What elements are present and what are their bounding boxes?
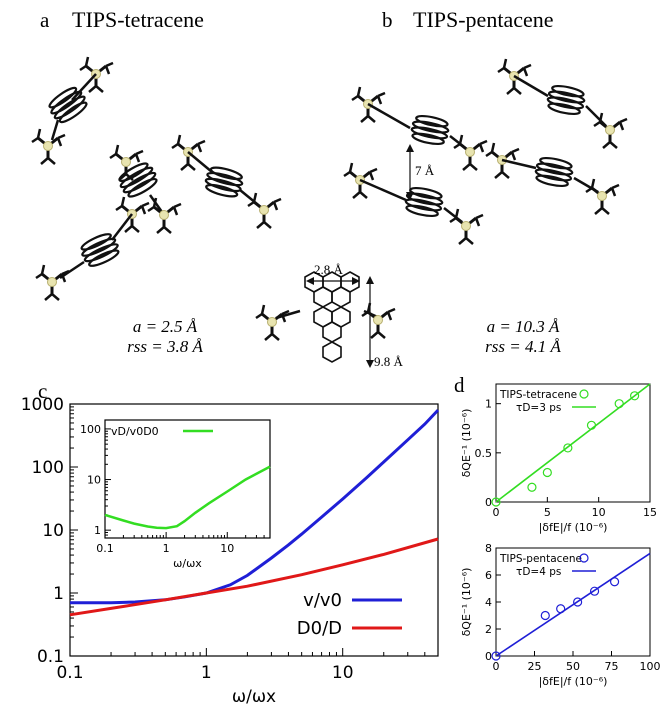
y-tick-label: 6 (485, 569, 492, 582)
panel-d-letter: d (454, 373, 465, 397)
tetracene-lattice-a: a = 2.5 Å (132, 317, 198, 336)
x-tick-label: 75 (605, 660, 619, 673)
chart-c: c 0.1 1 10 100 1000 0.1 1 10 ω/ωx v/v0 D0/D 1 10 100 0.… (21, 379, 440, 704)
data-point (491, 651, 501, 661)
legend-label-0: v/v0 (303, 590, 342, 611)
x-axis-label: |δfE|/f (10⁻⁶) (539, 521, 608, 534)
data-point (573, 597, 583, 607)
data-point (589, 586, 600, 596)
legend-label-0: TIPS-tetracene (499, 389, 577, 401)
data-point (540, 610, 550, 621)
x-tick-label: 25 (528, 660, 542, 673)
y-tick-label: 1000 (21, 395, 64, 415)
y-tick-label: 100 (32, 458, 64, 478)
data-point (556, 604, 566, 614)
data-point (609, 577, 620, 587)
x-tick-label: 100 (640, 660, 661, 673)
panel-a-title: TIPS-tetracene (72, 7, 204, 32)
data-point (630, 391, 640, 401)
molecule-width-label: 2.8 Å (314, 262, 343, 277)
x-tick-label: 10 (332, 663, 354, 683)
data-point (614, 399, 624, 409)
data-point (542, 467, 552, 478)
inset-x-tick-label: 1 (163, 542, 170, 555)
y-tick-label: 0 (485, 496, 492, 509)
panel-c-letter: c (38, 379, 47, 403)
data-point (491, 497, 501, 507)
inset-x-axis-label: ω/ωx (173, 557, 202, 570)
x-tick-label: 0 (493, 660, 500, 673)
data-point (563, 443, 573, 453)
x-tick-label: 0 (493, 506, 500, 519)
plot-frame (495, 383, 651, 503)
tetracene-packing (30, 55, 283, 302)
y-tick-label: 10 (42, 521, 64, 541)
series-line-1 (69, 537, 439, 617)
chart-d-bottom: 0 2 4 6 8 0 25 50 75 100 |δfE|/f (10⁻⁶) δQE⁻¹ (10⁻⁶… (460, 542, 661, 688)
inset-legend-label-0: vD/v0D0 (111, 425, 159, 438)
panel-a-letter: a (40, 8, 50, 32)
inset-y-tick-label: 1 (94, 524, 101, 537)
x-tick-label: 5 (544, 506, 551, 519)
pentacene-lattice-a: a = 10.3 Å (486, 317, 560, 336)
y-axis-label: δQE⁻¹ (10⁻⁶) (460, 568, 473, 637)
x-tick-label: 1 (201, 663, 212, 683)
fit-line (495, 383, 651, 503)
x-axis-label: ω/ωx (232, 687, 276, 704)
y-tick-label: 0 (485, 650, 492, 663)
y-axis-label: δQE⁻¹ (10⁻⁶) (460, 409, 473, 478)
x-tick-label: 0.1 (56, 663, 83, 683)
pentacene-rss: rss = 4.1 Å (485, 337, 561, 356)
x-tick-label: 10 (592, 506, 606, 519)
inset-y-tick-label: 100 (80, 423, 101, 436)
inset-x-tick-label: 0.1 (96, 542, 114, 555)
y-tick-label: 0.5 (475, 447, 493, 460)
crystal-structures-illustration (30, 55, 629, 368)
fit-line (495, 552, 651, 657)
y-tick-label: 0.1 (37, 647, 64, 667)
chart-d-top: d00.510 5 10 15|δfE|/f (10⁻⁶)δQE⁻¹ (10⁻⁶)TI… (454, 373, 657, 534)
fit-label: τD=4 ps (516, 566, 561, 578)
panel-b-title: TIPS-pentacene (413, 7, 554, 32)
x-tick-label: 50 (566, 660, 580, 673)
inset-x-tick-label: 10 (220, 542, 234, 555)
data-point (586, 420, 597, 430)
y-tick-label: 4 (485, 596, 492, 609)
tetracene-rss: rss = 3.8 Å (127, 337, 203, 356)
x-tick-label: 15 (643, 506, 657, 519)
y-tick-label: 1 (485, 398, 492, 411)
legend-marker-0 (579, 389, 589, 399)
legend-label-1: D0/D (297, 618, 342, 639)
tips-molecule-sketch (304, 271, 360, 363)
fit-label: τD=3 ps (516, 402, 561, 414)
legend-label-0: TIPS-pentacene (499, 553, 582, 565)
panel-b-letter: b (382, 8, 393, 32)
y-tick-label: 1 (53, 584, 64, 604)
legend-marker-0 (579, 553, 589, 563)
y-tick-label: 8 (485, 542, 492, 555)
inset-series-line-0 (104, 465, 271, 530)
x-axis-label: |δfE|/f (10⁻⁶) (539, 675, 608, 688)
molecule-length-label: 9.8 Å (374, 354, 403, 369)
pentacene-packing (342, 57, 629, 246)
y-tick-label: 2 (485, 623, 492, 636)
data-point (527, 482, 537, 492)
pentacene-spacing-label: 7 Å (415, 163, 435, 178)
inset-y-tick-label: 10 (87, 474, 101, 487)
